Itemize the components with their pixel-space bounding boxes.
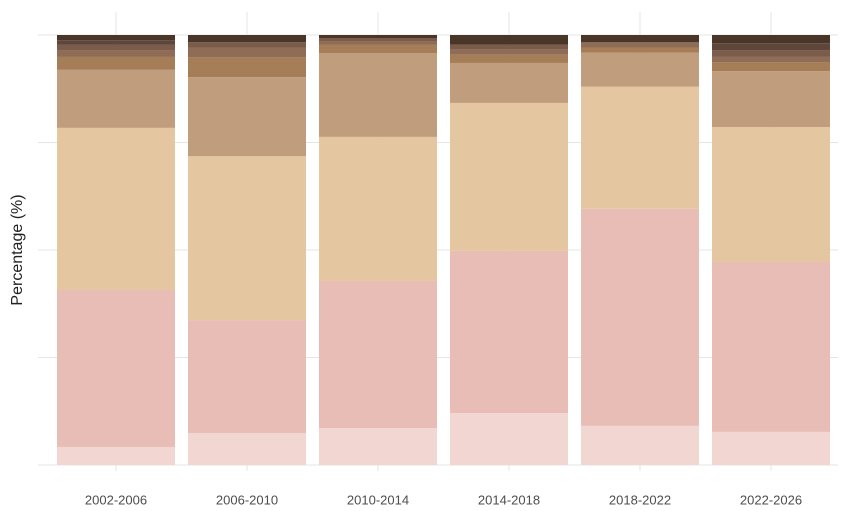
bar-segment [319,38,437,42]
bar-segment [712,50,830,57]
x-tick-label: 2006-2010 [216,492,278,507]
bar-segment [712,56,830,63]
x-tick-label: 2010-2014 [347,492,409,507]
bar-segment [319,280,437,429]
bar-segment [581,42,699,48]
bar-segment [319,44,437,54]
bar-segment [188,42,306,48]
bar-segment [57,50,175,57]
x-tick-label: 2018-2022 [609,492,671,507]
x-tick-label: 2022-2026 [740,492,802,507]
bar-segment [581,52,699,87]
bar-segment [450,49,568,55]
bar-segment [57,35,175,41]
bar-segment [712,35,830,44]
bar-segment [188,57,306,78]
bar-segment [581,35,699,43]
bar-segment [712,71,830,128]
bar-segment [57,40,175,45]
bar-segment [450,102,568,251]
y-axis-label: Percentage (%) [9,194,26,305]
bar-segment [581,86,699,209]
bar-segment [188,35,306,43]
bar-segment [319,53,437,137]
bar-segment [319,428,437,465]
bar-segment [188,320,306,434]
bar-segment [188,77,306,157]
bar-segment [581,425,699,465]
bar-segment [450,412,568,465]
x-tick-label: 2014-2018 [478,492,540,507]
bar-segment [319,136,437,281]
bar-segment [57,69,175,128]
bar-segment [712,127,830,263]
bar-segment [188,156,306,321]
bar-segment [57,44,175,51]
bar-segment [57,446,175,465]
bar-segment [57,56,175,70]
bar-segment [319,35,437,39]
bar-segment [188,433,306,465]
bar-segment [581,47,699,53]
bar-segment [319,41,437,45]
bar-segment [450,35,568,45]
bar-segment [57,289,175,447]
bar-segment [57,127,175,290]
bar-segment [712,262,830,432]
bar-segment [712,62,830,72]
bar-segment [450,54,568,63]
bar-segment [450,62,568,103]
bar-segment [581,208,699,426]
bar-segment [712,431,830,465]
bar-segment [450,44,568,50]
bar-segment [712,43,830,51]
bar-segment [450,250,568,413]
bar-segment [188,47,306,58]
x-tick-label: 2002-2006 [85,492,147,507]
